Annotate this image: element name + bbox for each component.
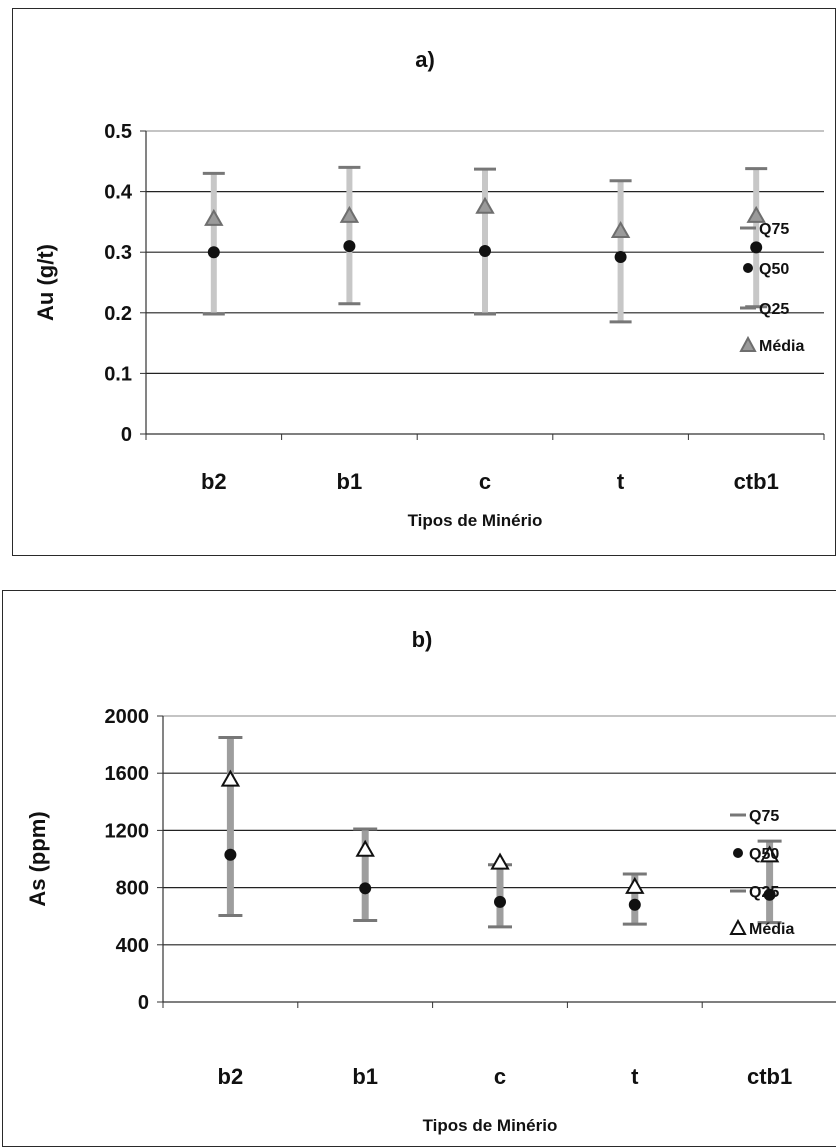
- x-tick-label: t: [631, 1064, 639, 1089]
- x-tick-label: b2: [201, 469, 227, 494]
- y-tick-label: 2000: [105, 706, 150, 728]
- media-point: [204, 208, 224, 226]
- legend-label: Q50: [759, 261, 789, 278]
- x-axis-label: Tipos de Minério: [423, 1116, 558, 1135]
- legend-label: Q50: [749, 846, 779, 863]
- legend-label: Q25: [749, 884, 779, 901]
- y-tick-label: 1600: [105, 763, 150, 785]
- x-tick-label: b1: [352, 1064, 378, 1089]
- media-point: [475, 196, 495, 214]
- legend-label: Q75: [759, 221, 789, 238]
- y-axis-label: Au (g/t): [33, 244, 58, 321]
- q50-point: [494, 895, 506, 908]
- legend-label: Média: [759, 338, 804, 355]
- y-tick-label: 0.2: [104, 303, 132, 325]
- media-point: [746, 205, 766, 223]
- media-point: [355, 839, 375, 857]
- legend-q50-swatch: [733, 848, 743, 858]
- q50-point: [224, 848, 237, 861]
- y-tick-label: 0.4: [104, 182, 133, 204]
- q50-point: [207, 246, 220, 259]
- chart-a-svg: a) 0 0.1 0.2 0.3 0.4 0.5 b2 b1 c t ctb1 Au (g/t) Tipo…: [33, 47, 825, 530]
- media-point: [490, 852, 510, 870]
- y-tick-label: 0.1: [104, 363, 132, 385]
- legend-label: Q25: [759, 301, 789, 318]
- chart-panel-a: a) 0 0.1 0.2 0.3 0.4 0.5 b2 b1 c t ctb1 Au (g/t) Tipo…: [12, 8, 836, 556]
- media-point: [220, 769, 241, 787]
- x-tick-label: b2: [218, 1064, 244, 1089]
- legend-media-swatch: [729, 918, 747, 935]
- chart-panel-b: b) 0 400 800 1200 1600 2000 b2 b1 c t ctb1 As (ppm) T…: [2, 590, 836, 1147]
- y-tick-label: 0.5: [104, 121, 132, 143]
- q50-point: [359, 882, 372, 895]
- legend-q50-swatch: [743, 263, 753, 273]
- media-point: [339, 205, 360, 223]
- q50-point: [628, 898, 641, 911]
- legend-label: Q75: [749, 808, 779, 825]
- media-point: [610, 220, 631, 238]
- y-tick-label: 0.3: [104, 242, 132, 264]
- q50-point: [750, 241, 763, 254]
- q50-point: [763, 888, 776, 901]
- q50-point: [343, 240, 356, 253]
- x-tick-label: b1: [337, 469, 363, 494]
- q50-point: [479, 244, 491, 257]
- x-tick-label: c: [494, 1064, 506, 1089]
- y-tick-label: 400: [116, 935, 149, 957]
- chart-title: b): [412, 627, 433, 652]
- y-tick-label: 1200: [105, 820, 150, 842]
- chart-title: a): [415, 47, 435, 72]
- legend-label: Média: [749, 921, 794, 938]
- y-axis-label: As (ppm): [25, 811, 50, 906]
- q50-point: [614, 251, 627, 264]
- chart-b-svg: b) 0 400 800 1200 1600 2000 b2 b1 c t ctb1 As (ppm) T…: [25, 627, 836, 1135]
- media-point: [759, 845, 780, 863]
- x-tick-label: t: [617, 469, 625, 494]
- y-tick-label: 800: [116, 878, 149, 900]
- legend-media-swatch: [739, 335, 757, 352]
- x-tick-label: ctb1: [734, 469, 779, 494]
- x-axis-label: Tipos de Minério: [408, 511, 543, 530]
- media-point: [625, 876, 645, 894]
- y-tick-label: 0: [138, 992, 149, 1014]
- y-tick-label: 0: [121, 424, 132, 446]
- x-tick-label: c: [479, 469, 491, 494]
- x-tick-label: ctb1: [747, 1064, 792, 1089]
